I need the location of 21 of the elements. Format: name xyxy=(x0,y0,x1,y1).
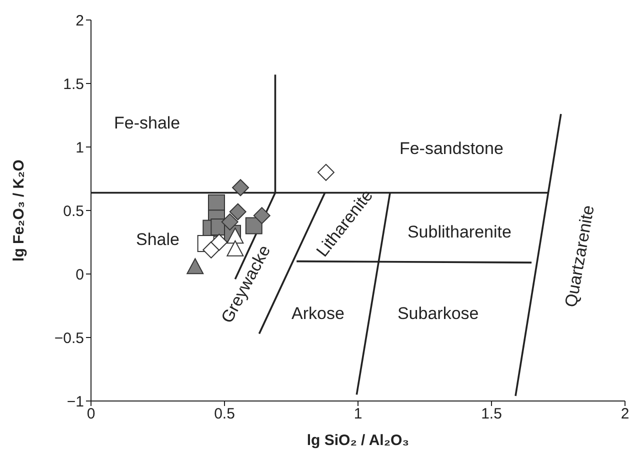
annotation: Subarkose xyxy=(397,304,479,323)
annotation: Sublitharenite xyxy=(407,222,512,242)
y-tick-label: 1.5 xyxy=(63,76,84,93)
annotation: Fe-shale xyxy=(114,113,180,132)
annotation: Fe-sandstone xyxy=(399,138,504,158)
y-axis-title: lg Fe₂O₃ / K₂O xyxy=(10,159,28,262)
y-tick-label: −0.5 xyxy=(54,330,84,347)
x-tick-label: 2 xyxy=(620,406,630,423)
annotation: Shale xyxy=(136,230,180,250)
x-tick-label: 0.5 xyxy=(214,406,235,423)
y-tick-label: 1 xyxy=(76,139,84,156)
x-axis-title: lg SiO₂ / Al₂O₃ xyxy=(306,432,410,449)
y-tick-label: 0.5 xyxy=(63,202,84,220)
y-tick-label: 0 xyxy=(76,266,84,284)
annotation: Quartzarenite xyxy=(561,204,598,309)
annotation: Arkose xyxy=(291,304,344,323)
x-tick-label: 0 xyxy=(86,406,96,423)
y-tick-label: 2 xyxy=(76,12,84,30)
y-tick-label: −1 xyxy=(66,393,84,410)
x-tick-label: 1.5 xyxy=(481,406,502,423)
x-tick-label: 1 xyxy=(354,406,362,423)
